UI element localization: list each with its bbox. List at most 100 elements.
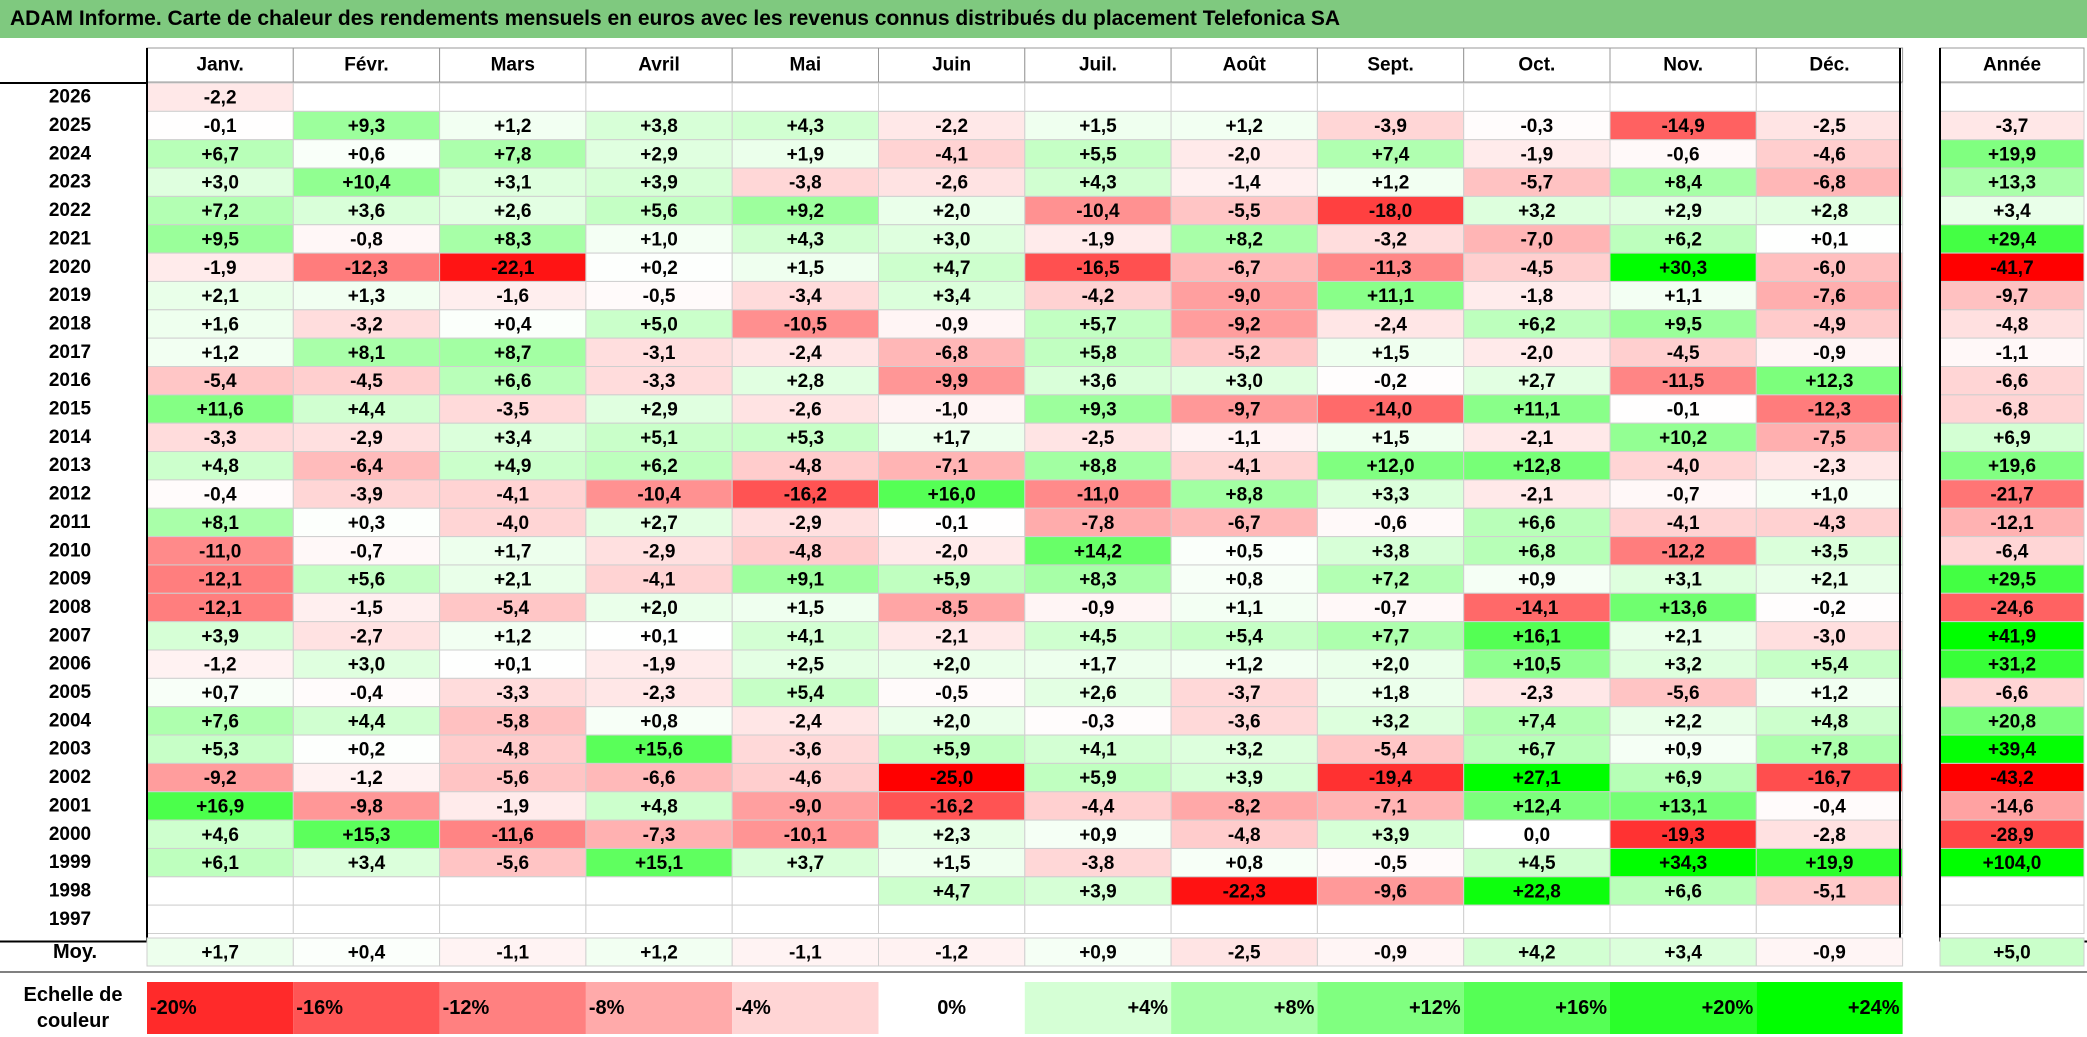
heatmap-cell-value: +6,8 [1518,541,1556,562]
heatmap-cell-value: -6,8 [935,343,968,364]
heatmap-cell [1024,479,1172,509]
heatmap-cell-value: -3,2 [1374,229,1407,250]
heatmap-cell [1609,762,1757,793]
scale-swatch-label: +12% [1409,997,1461,1019]
heatmap-cell-value: +5,4 [787,683,825,704]
annual-cell-value: -43,2 [1990,768,2033,789]
heatmap-cell-value: +3,9 [640,173,678,194]
heatmap-cell [1609,82,1757,112]
heatmap-cell [1316,592,1465,623]
heatmap-cell [1316,564,1465,594]
heatmap-cell-value: +12,4 [1513,796,1562,817]
heatmap-cell [731,309,880,339]
heatmap-cell-value: -2,0 [1520,343,1553,364]
heatmap-cell [439,451,587,481]
heatmap-cell-value: -3,8 [1082,853,1115,874]
heatmap-cell [292,366,441,396]
heatmap-cell-value: -4,5 [350,371,383,392]
heatmap-cell-value: -4,0 [1667,456,1700,477]
heatmap-cell [585,507,733,538]
row-year-label: 2015 [49,399,92,420]
heatmap-cell-value: +2,0 [933,655,971,676]
heatmap-cell [1170,621,1318,651]
heatmap-cell-value: -2,1 [1520,428,1553,449]
heatmap-cell [1024,621,1172,651]
scale-swatch [439,982,586,1034]
heatmap-cell-value: -0,8 [350,229,383,250]
heatmap-cell-value: +3,9 [1372,825,1410,846]
row-year-label: 2026 [49,87,91,108]
heatmap-cell [878,195,1026,226]
heatmap-cell-value: +2,1 [1664,626,1702,647]
heatmap-cell-value: -2,0 [935,541,968,562]
heatmap-cell [1463,309,1611,339]
heatmap-cell-value: +3,4 [494,428,532,449]
heatmap-cell [1463,451,1611,481]
month-header-cell [1609,47,1757,83]
heatmap-cell-value: -2,3 [643,683,676,704]
heatmap-cell-value: +1,5 [1372,343,1410,364]
average-cell-value: +1,2 [640,943,678,964]
heatmap-cell-value: +1,7 [1079,655,1117,676]
heatmap-cell-value: -1,9 [1082,229,1115,250]
heatmap-cell [146,592,294,623]
heatmap-cell-value: -3,0 [1813,626,1846,647]
heatmap-cell-value: +0,1 [494,655,532,676]
row-year-label: 2022 [49,200,91,221]
heatmap-cell-value: -5,6 [1667,683,1700,704]
heatmap-cell [1609,167,1757,197]
heatmap-cell-value: +2,6 [1079,683,1117,704]
heatmap-cell [1463,847,1611,878]
heatmap-cell-value: +1,1 [1664,286,1702,307]
heatmap-cell-value: -0,7 [350,541,383,562]
heatmap-cell-value: +0,6 [348,144,386,165]
heatmap-cell [585,451,733,481]
average-cell [1024,937,1172,967]
heatmap-cell [439,479,587,509]
heatmap-cell-value: +1,0 [640,229,678,250]
heatmap-cell-value: -2,9 [643,541,676,562]
heatmap-cell [439,592,587,623]
heatmap-cell [1024,451,1172,481]
heatmap-cell [585,224,733,254]
heatmap-cell [146,195,294,226]
heatmap-cell [1463,224,1611,254]
scale-swatch-label: -20% [150,997,197,1019]
annual-cell-value: -1,1 [1996,343,2029,364]
heatmap-cell-value: +7,2 [201,201,239,222]
heatmap-cell [1463,649,1611,679]
heatmap-cell [585,649,733,679]
heatmap-cell [1024,167,1172,197]
heatmap-cell [292,110,441,141]
average-cell-value: +3,4 [1664,943,1702,964]
row-year-label: 2014 [49,427,92,448]
heatmap-cell-value: -4,1 [935,144,968,165]
heatmap-cell-value: +8,8 [1225,485,1263,506]
heatmap-cell [292,592,441,623]
heatmap-cell-value: -4,8 [496,740,529,761]
heatmap-cell-value: +7,6 [201,711,239,732]
heatmap-cell [1316,734,1465,764]
heatmap-cell [146,847,294,878]
heatmap-cell-value: -0,2 [1374,371,1407,392]
heatmap-cell-value: -4,1 [1228,456,1261,477]
heatmap-cell [146,762,294,793]
heatmap-cell [1170,82,1318,112]
heatmap-cell [1463,791,1611,821]
average-cell-value: -1,1 [789,943,822,964]
heatmap-cell-value: +3,5 [1811,541,1849,562]
heatmap-cell [585,195,733,226]
heatmap-cell [1755,82,1904,112]
heatmap-cell [731,110,880,141]
heatmap-cell-value: +9,3 [348,116,386,137]
month-header-label: Juin [932,55,971,76]
heatmap-cell [1609,366,1757,396]
heatmap-cell [731,847,880,878]
year-header-label: Année [1983,55,2041,76]
heatmap-cell [292,876,441,906]
heatmap-cell-value: -3,8 [789,173,822,194]
annual-cell-value: +39,4 [1988,740,2037,761]
heatmap-cell-value: +0,8 [1225,570,1263,591]
heatmap-cell-value: +27,1 [1513,768,1562,789]
annual-cell-value: -28,9 [1990,825,2033,846]
